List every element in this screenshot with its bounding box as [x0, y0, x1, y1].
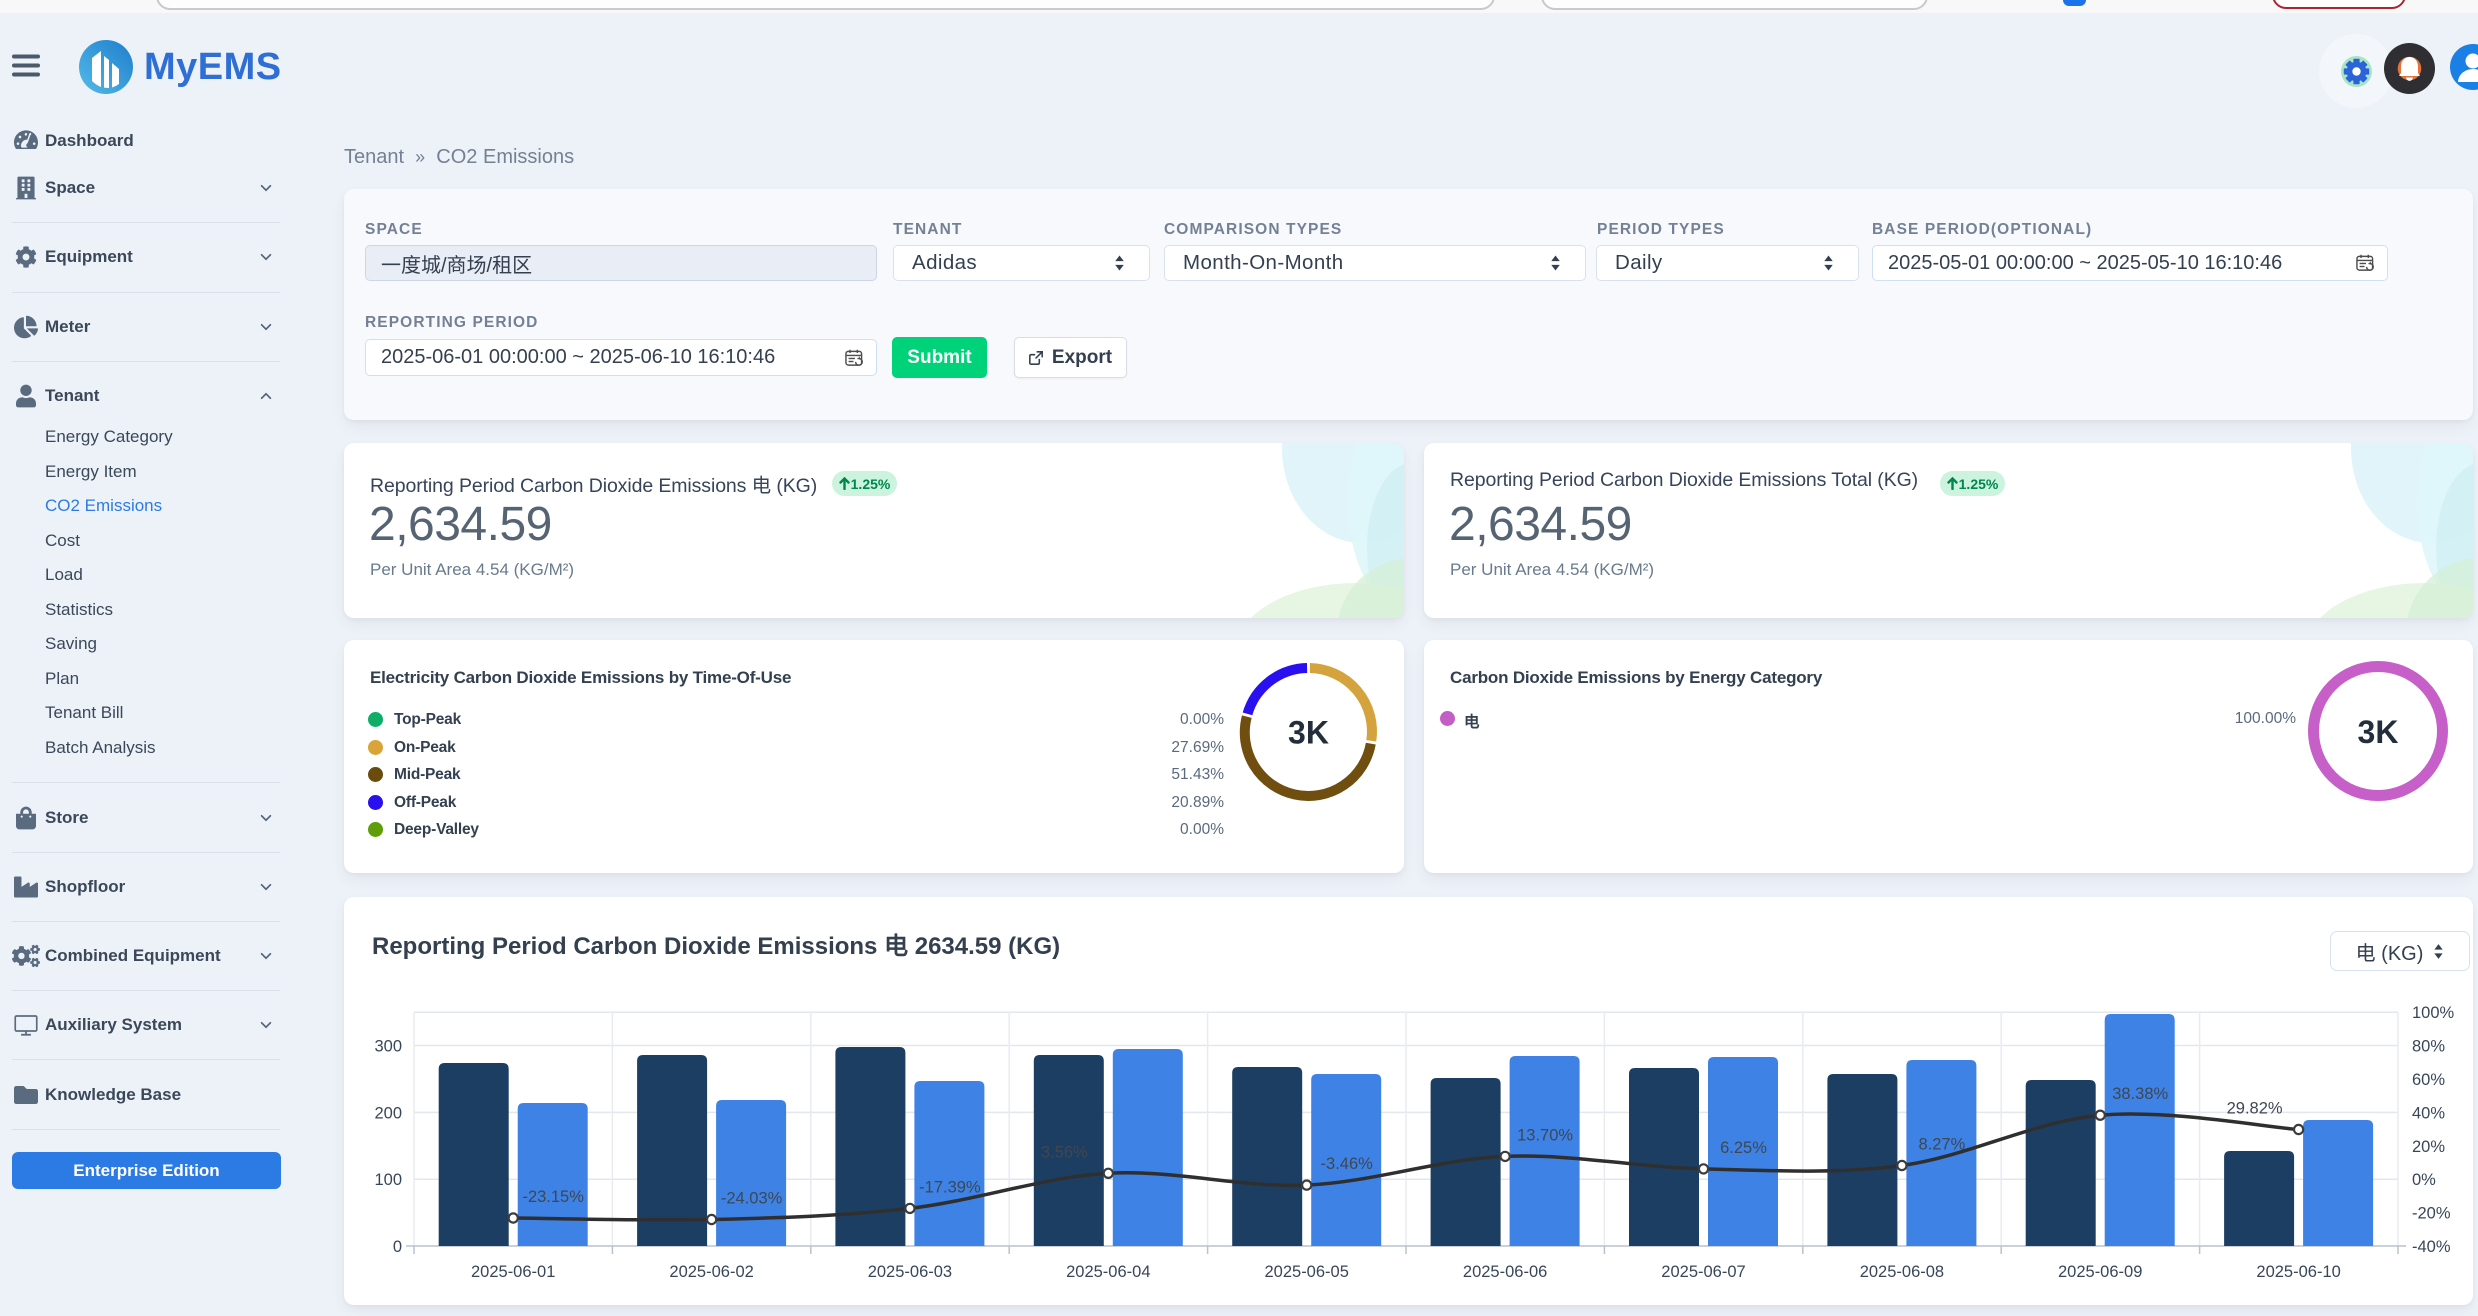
- svg-text:2025-06-02: 2025-06-02: [669, 1263, 753, 1281]
- svg-text:3K: 3K: [1288, 715, 1329, 751]
- svg-text:29.82%: 29.82%: [2227, 1100, 2283, 1118]
- svg-text:-20%: -20%: [2412, 1205, 2451, 1223]
- svg-text:2025-06-04: 2025-06-04: [1066, 1263, 1150, 1281]
- svg-text:38.38%: 38.38%: [2112, 1085, 2168, 1103]
- svg-text:2025-06-01: 2025-06-01: [471, 1263, 555, 1281]
- svg-text:2025-06-08: 2025-06-08: [1860, 1263, 1944, 1281]
- svg-text:-23.15%: -23.15%: [522, 1188, 584, 1206]
- svg-text:-3.46%: -3.46%: [1321, 1155, 1374, 1173]
- svg-text:2025-06-10: 2025-06-10: [2256, 1263, 2340, 1281]
- svg-text:13.70%: 13.70%: [1517, 1126, 1573, 1144]
- svg-text:60%: 60%: [2412, 1071, 2445, 1089]
- svg-text:2025-06-06: 2025-06-06: [1463, 1263, 1547, 1281]
- svg-text:200: 200: [374, 1104, 402, 1122]
- svg-text:2025-06-09: 2025-06-09: [2058, 1263, 2142, 1281]
- svg-text:100%: 100%: [2412, 1004, 2455, 1022]
- svg-text:6.25%: 6.25%: [1720, 1139, 1767, 1157]
- svg-text:3.56%: 3.56%: [1041, 1143, 1088, 1161]
- svg-text:2025-06-03: 2025-06-03: [868, 1263, 952, 1281]
- svg-text:8.27%: 8.27%: [1919, 1136, 1966, 1154]
- svg-text:-40%: -40%: [2412, 1238, 2451, 1256]
- svg-text:-24.03%: -24.03%: [721, 1190, 783, 1208]
- svg-text:100: 100: [374, 1171, 402, 1189]
- svg-text:40%: 40%: [2412, 1104, 2445, 1122]
- svg-text:2025-06-07: 2025-06-07: [1661, 1263, 1745, 1281]
- svg-text:300: 300: [374, 1038, 402, 1056]
- svg-text:2025-06-05: 2025-06-05: [1264, 1263, 1348, 1281]
- svg-text:0: 0: [393, 1238, 402, 1256]
- svg-text:3K: 3K: [2358, 714, 2399, 750]
- svg-text:80%: 80%: [2412, 1038, 2445, 1056]
- svg-text:20%: 20%: [2412, 1138, 2445, 1156]
- svg-text:0%: 0%: [2412, 1171, 2436, 1189]
- svg-text:-17.39%: -17.39%: [919, 1178, 981, 1196]
